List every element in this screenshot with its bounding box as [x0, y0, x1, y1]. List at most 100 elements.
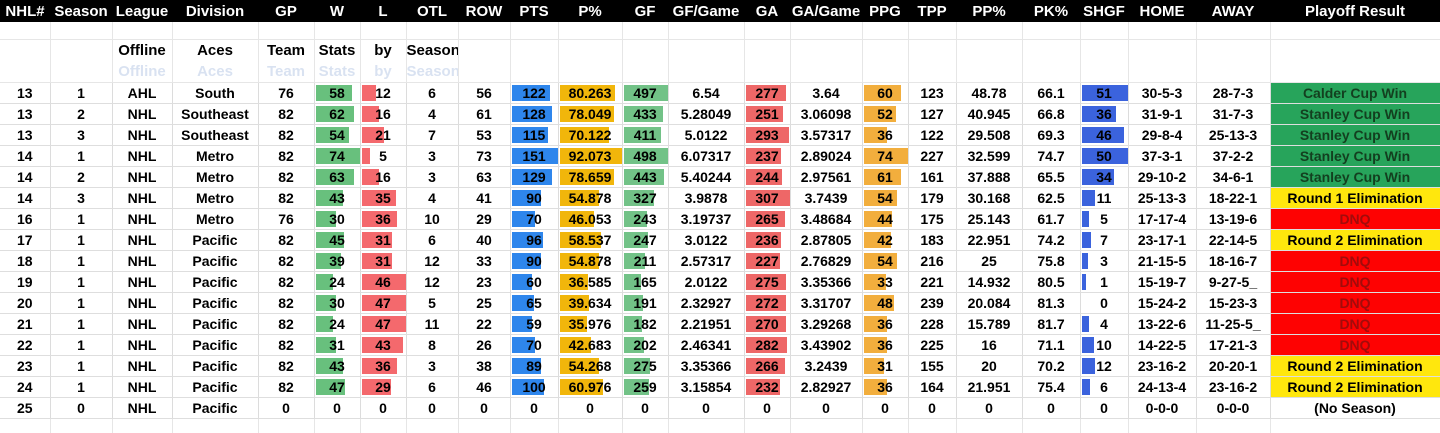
cell-division[interactable]: Pacific: [172, 376, 259, 398]
column-header-row[interactable]: ROW: [458, 0, 510, 22]
sheet-cell-empty[interactable]: [668, 61, 745, 83]
cell-l[interactable]: 16: [360, 103, 407, 125]
cell-gf[interactable]: 243: [622, 208, 669, 230]
cell-gf[interactable]: 433: [622, 103, 669, 125]
cell-p_pct[interactable]: 39.634: [558, 292, 623, 314]
cell-ga[interactable]: 275: [744, 271, 791, 293]
cell-shgf[interactable]: 1: [1080, 271, 1129, 293]
cell-tpp[interactable]: 179: [908, 187, 957, 209]
cell-ppg[interactable]: 31: [862, 355, 909, 377]
cell-home[interactable]: 23-16-2: [1128, 355, 1197, 377]
cell-home[interactable]: 25-13-3: [1128, 187, 1197, 209]
cell-ga[interactable]: 0: [744, 397, 791, 419]
sheet-title-ghost-word[interactable]: Stats: [314, 61, 361, 83]
cell-pp_pct[interactable]: 25: [956, 250, 1023, 272]
cell-division[interactable]: Metro: [172, 208, 259, 230]
sheet-cell-empty[interactable]: [790, 39, 863, 61]
sheet-cell-empty[interactable]: [112, 22, 173, 40]
cell-ppg[interactable]: 60: [862, 82, 909, 104]
cell-season[interactable]: 1: [50, 145, 113, 167]
cell-p_pct[interactable]: 54.878: [558, 187, 623, 209]
cell-home[interactable]: 31-9-1: [1128, 103, 1197, 125]
sheet-cell-empty[interactable]: [622, 22, 669, 40]
cell-season[interactable]: 1: [50, 334, 113, 356]
cell-row[interactable]: 38: [458, 355, 511, 377]
cell-gp[interactable]: 82: [258, 250, 315, 272]
cell-ga[interactable]: 232: [744, 376, 791, 398]
cell-pk_pct[interactable]: 74.7: [1022, 145, 1081, 167]
cell-w[interactable]: 31: [314, 334, 361, 356]
cell-gf_game[interactable]: 2.21951: [668, 313, 745, 335]
cell-gf_game[interactable]: 6.07317: [668, 145, 745, 167]
cell-pk_pct[interactable]: 66.1: [1022, 82, 1081, 104]
cell-away[interactable]: 28-7-3: [1196, 82, 1271, 104]
cell-w[interactable]: 74: [314, 145, 361, 167]
cell-playoff[interactable]: DNQ: [1270, 334, 1440, 356]
cell-away[interactable]: 31-7-3: [1196, 103, 1271, 125]
cell-otl[interactable]: 3: [406, 355, 459, 377]
sheet-cell-empty[interactable]: [510, 22, 559, 40]
cell-gp[interactable]: 82: [258, 376, 315, 398]
sheet-title-ghost-word[interactable]: by: [360, 61, 407, 83]
cell-pts[interactable]: 90: [510, 250, 559, 272]
cell-l[interactable]: 47: [360, 313, 407, 335]
cell-home[interactable]: 13-22-6: [1128, 313, 1197, 335]
sheet-cell-empty[interactable]: [622, 61, 669, 83]
cell-pts[interactable]: 122: [510, 82, 559, 104]
sheet-cell-empty[interactable]: [558, 61, 623, 83]
cell-w[interactable]: 39: [314, 250, 361, 272]
sheet-cell-empty[interactable]: [1128, 61, 1197, 83]
cell-row[interactable]: 41: [458, 187, 511, 209]
cell-ga_game[interactable]: 2.89024: [790, 145, 863, 167]
cell-pk_pct[interactable]: 75.4: [1022, 376, 1081, 398]
cell-nhl_num[interactable]: 18: [0, 250, 51, 272]
cell-season[interactable]: 1: [50, 250, 113, 272]
cell-away[interactable]: 25-13-3: [1196, 124, 1271, 146]
cell-playoff[interactable]: Round 2 Elimination: [1270, 229, 1440, 251]
sheet-cell-empty[interactable]: [790, 22, 863, 40]
cell-l[interactable]: 31: [360, 250, 407, 272]
cell-gf_game[interactable]: 2.0122: [668, 271, 745, 293]
sheet-cell-empty[interactable]: [668, 22, 745, 40]
cell-playoff[interactable]: Round 1 Elimination: [1270, 187, 1440, 209]
cell-l[interactable]: 35: [360, 187, 407, 209]
sheet-cell-empty[interactable]: [862, 22, 909, 40]
cell-shgf[interactable]: 34: [1080, 166, 1129, 188]
cell-ga[interactable]: 307: [744, 187, 791, 209]
cell-gp[interactable]: 82: [258, 124, 315, 146]
cell-shgf[interactable]: 11: [1080, 187, 1129, 209]
sheet-title-ghost-word[interactable]: Season: [406, 61, 459, 83]
cell-ga_game[interactable]: 3.7439: [790, 187, 863, 209]
cell-pp_pct[interactable]: 25.143: [956, 208, 1023, 230]
cell-w[interactable]: 43: [314, 187, 361, 209]
cell-gf[interactable]: 259: [622, 376, 669, 398]
sheet-cell-empty[interactable]: [862, 417, 909, 433]
cell-away[interactable]: 11-25-5_: [1196, 313, 1271, 335]
cell-pk_pct[interactable]: 81.3: [1022, 292, 1081, 314]
sheet-cell-empty[interactable]: [458, 22, 511, 40]
cell-p_pct[interactable]: 92.073: [558, 145, 623, 167]
cell-w[interactable]: 62: [314, 103, 361, 125]
cell-nhl_num[interactable]: 14: [0, 187, 51, 209]
cell-shgf[interactable]: 7: [1080, 229, 1129, 251]
sheet-cell-empty[interactable]: [360, 417, 407, 433]
cell-nhl_num[interactable]: 19: [0, 271, 51, 293]
cell-pts[interactable]: 96: [510, 229, 559, 251]
cell-home[interactable]: 37-3-1: [1128, 145, 1197, 167]
cell-pk_pct[interactable]: 62.5: [1022, 187, 1081, 209]
sheet-cell-empty[interactable]: [1128, 22, 1197, 40]
cell-league[interactable]: NHL: [112, 187, 173, 209]
cell-gp[interactable]: 82: [258, 229, 315, 251]
cell-playoff[interactable]: DNQ: [1270, 292, 1440, 314]
cell-shgf[interactable]: 12: [1080, 355, 1129, 377]
cell-away[interactable]: 22-14-5: [1196, 229, 1271, 251]
cell-otl[interactable]: 3: [406, 145, 459, 167]
cell-ga_game[interactable]: 3.35366: [790, 271, 863, 293]
cell-league[interactable]: NHL: [112, 229, 173, 251]
cell-division[interactable]: Pacific: [172, 355, 259, 377]
column-header-ppg[interactable]: PPG: [862, 0, 908, 22]
cell-nhl_num[interactable]: 14: [0, 166, 51, 188]
cell-row[interactable]: 61: [458, 103, 511, 125]
cell-l[interactable]: 31: [360, 229, 407, 251]
cell-season[interactable]: 3: [50, 124, 113, 146]
